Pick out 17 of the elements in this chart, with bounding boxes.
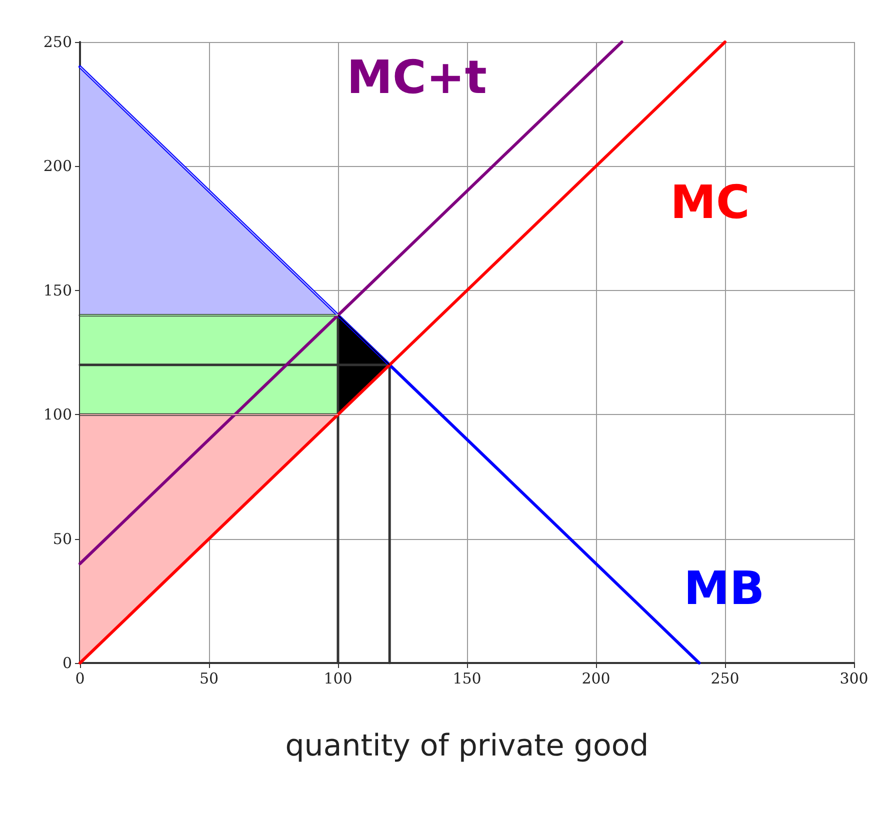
- x-tick-label: 300: [840, 670, 868, 688]
- series-label: MC+t: [346, 50, 487, 104]
- x-axis-title: quantity of private good: [285, 728, 649, 764]
- x-tick-label: 200: [582, 670, 610, 688]
- y-tick-label: 150: [43, 281, 72, 300]
- x-tick-label: 250: [710, 670, 740, 688]
- x-tick-label: 150: [452, 670, 482, 688]
- x-tick-label: 100: [324, 670, 352, 688]
- y-tick-label: 50: [52, 530, 72, 548]
- series-label: MB: [684, 561, 765, 615]
- y-tick-label: 0: [62, 654, 72, 672]
- y-tick-label: 200: [43, 157, 72, 176]
- x-tick-label: 0: [75, 670, 85, 688]
- x-tick-label: 50: [199, 670, 219, 688]
- y-tick-label: 250: [43, 33, 72, 51]
- series-label: MC: [670, 175, 750, 229]
- y-tick-label: 100: [43, 406, 72, 424]
